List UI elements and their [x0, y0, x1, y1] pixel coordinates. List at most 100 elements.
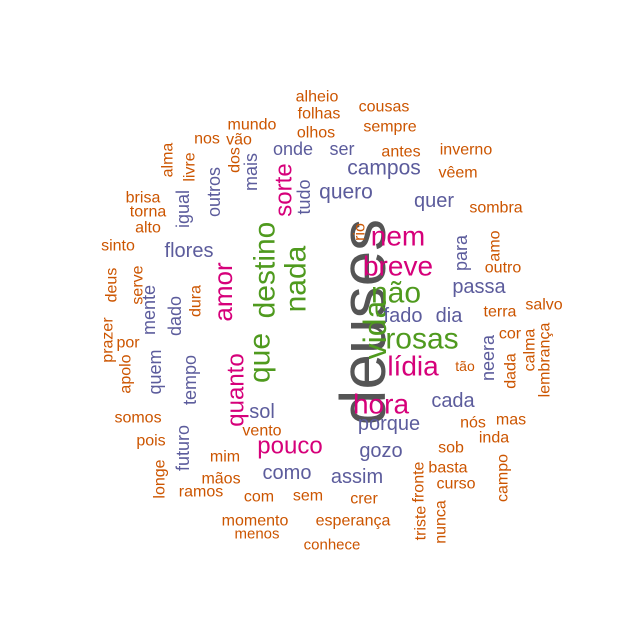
- word-esperança: esperança: [316, 513, 391, 530]
- word-olhos: olhos: [297, 125, 335, 142]
- word-não: não: [371, 277, 421, 310]
- word-momento: momento: [222, 513, 289, 530]
- word-vida: vida: [357, 300, 393, 359]
- word-prazer: prazer: [100, 317, 117, 363]
- word-vão: vão: [226, 132, 252, 149]
- word-torna: torna: [130, 204, 167, 221]
- word-passa: passa: [452, 276, 506, 298]
- word-deus: deus: [104, 268, 121, 303]
- word-mim: mim: [210, 449, 240, 466]
- word-quem: quem: [145, 349, 165, 394]
- word-basta: basta: [428, 460, 467, 477]
- word-tudo: tudo: [294, 179, 314, 214]
- word-dura: dura: [188, 285, 205, 317]
- word-vêem: vêem: [438, 165, 477, 182]
- word-flores: flores: [165, 240, 214, 262]
- word-dada: dada: [503, 353, 520, 389]
- word-mente: mente: [139, 285, 159, 335]
- word-sempre: sempre: [363, 119, 416, 136]
- word-pouco: pouco: [257, 433, 322, 460]
- word-neera: neera: [478, 334, 498, 381]
- word-mundo: mundo: [228, 117, 277, 134]
- word-nada: nada: [280, 245, 313, 312]
- word-breve: breve: [363, 251, 433, 282]
- word-cada: cada: [431, 390, 475, 412]
- word-quanto: quanto: [223, 353, 250, 426]
- word-amor: amor: [208, 262, 238, 322]
- word-campo: campo: [495, 454, 512, 502]
- word-somos: somos: [114, 410, 161, 427]
- word-alma: alma: [160, 143, 177, 178]
- word-pois: pois: [136, 433, 165, 450]
- word-conhece: conhece: [304, 537, 361, 554]
- word-folhas: folhas: [298, 106, 341, 123]
- word-rosas: rosas: [385, 323, 458, 356]
- word-apolo: apolo: [118, 354, 135, 393]
- word-livre: livre: [182, 152, 199, 181]
- word-sob: sob: [438, 440, 464, 457]
- word-mas: mas: [496, 412, 526, 429]
- word-fronte: fronte: [411, 461, 428, 502]
- word-tempo: tempo: [180, 355, 200, 405]
- word-por: por: [116, 335, 140, 352]
- word-assim: assim: [331, 466, 383, 488]
- word-como: como: [263, 462, 312, 484]
- word-dado: dado: [165, 296, 185, 336]
- word-campos: campos: [347, 157, 421, 180]
- word-antes: antes: [381, 144, 420, 161]
- word-calma: calma: [522, 329, 539, 372]
- word-outro: outro: [485, 260, 522, 277]
- word-salvo: salvo: [525, 297, 562, 314]
- word-mais: mais: [241, 153, 261, 191]
- word-igual: igual: [173, 190, 193, 228]
- word-outros: outros: [204, 167, 224, 217]
- word-dia: dia: [436, 305, 464, 327]
- word-mãos: mãos: [201, 471, 240, 488]
- word-vento: vento: [242, 423, 281, 440]
- word-quer: quer: [414, 190, 454, 212]
- word-tão: tão: [455, 358, 475, 374]
- word-deuses: deuses: [327, 219, 399, 425]
- word-ser: ser: [329, 139, 354, 159]
- word-lídia: lídia: [387, 351, 439, 382]
- word-triste: triste: [413, 506, 430, 541]
- word-ramos: ramos: [179, 484, 223, 501]
- word-onde: onde: [273, 139, 313, 159]
- word-inda: inda: [479, 430, 509, 447]
- word-rio: rio: [352, 223, 369, 241]
- word-futuro: futuro: [173, 425, 193, 471]
- word-crer: crer: [350, 491, 378, 508]
- word-alto: alto: [135, 220, 161, 237]
- word-que: que: [244, 333, 277, 383]
- word-nos: nos: [194, 131, 220, 148]
- word-lembrança: lembrança: [537, 323, 554, 398]
- word-hora: hora: [353, 389, 409, 420]
- word-cor: cor: [499, 326, 522, 343]
- word-amo: amo: [487, 230, 504, 261]
- word-curso: curso: [436, 476, 475, 493]
- word-nós: nós: [460, 415, 486, 432]
- word-serve: serve: [130, 265, 147, 304]
- word-cousas: cousas: [359, 99, 410, 116]
- word-nunca: nunca: [433, 500, 450, 544]
- word-longe: longe: [152, 459, 169, 498]
- word-brisa: brisa: [126, 190, 161, 207]
- word-quero: quero: [319, 181, 373, 204]
- word-sol: sol: [249, 401, 275, 423]
- word-menos: menos: [234, 526, 279, 543]
- word-fado: fado: [384, 305, 423, 327]
- word-sem: sem: [293, 488, 323, 505]
- word-sorte: sorte: [271, 163, 298, 216]
- word-terra: terra: [484, 304, 517, 321]
- word-porque: porque: [358, 413, 420, 435]
- word-alheio: alheio: [296, 89, 339, 106]
- word-com: com: [244, 489, 274, 506]
- word-para: para: [451, 234, 471, 271]
- word-dos: dos: [227, 147, 244, 173]
- word-sombra: sombra: [469, 200, 522, 217]
- word-inverno: inverno: [440, 142, 493, 159]
- word-destino: destino: [249, 222, 282, 319]
- word-nem: nem: [371, 221, 425, 252]
- word-gozo: gozo: [359, 440, 402, 462]
